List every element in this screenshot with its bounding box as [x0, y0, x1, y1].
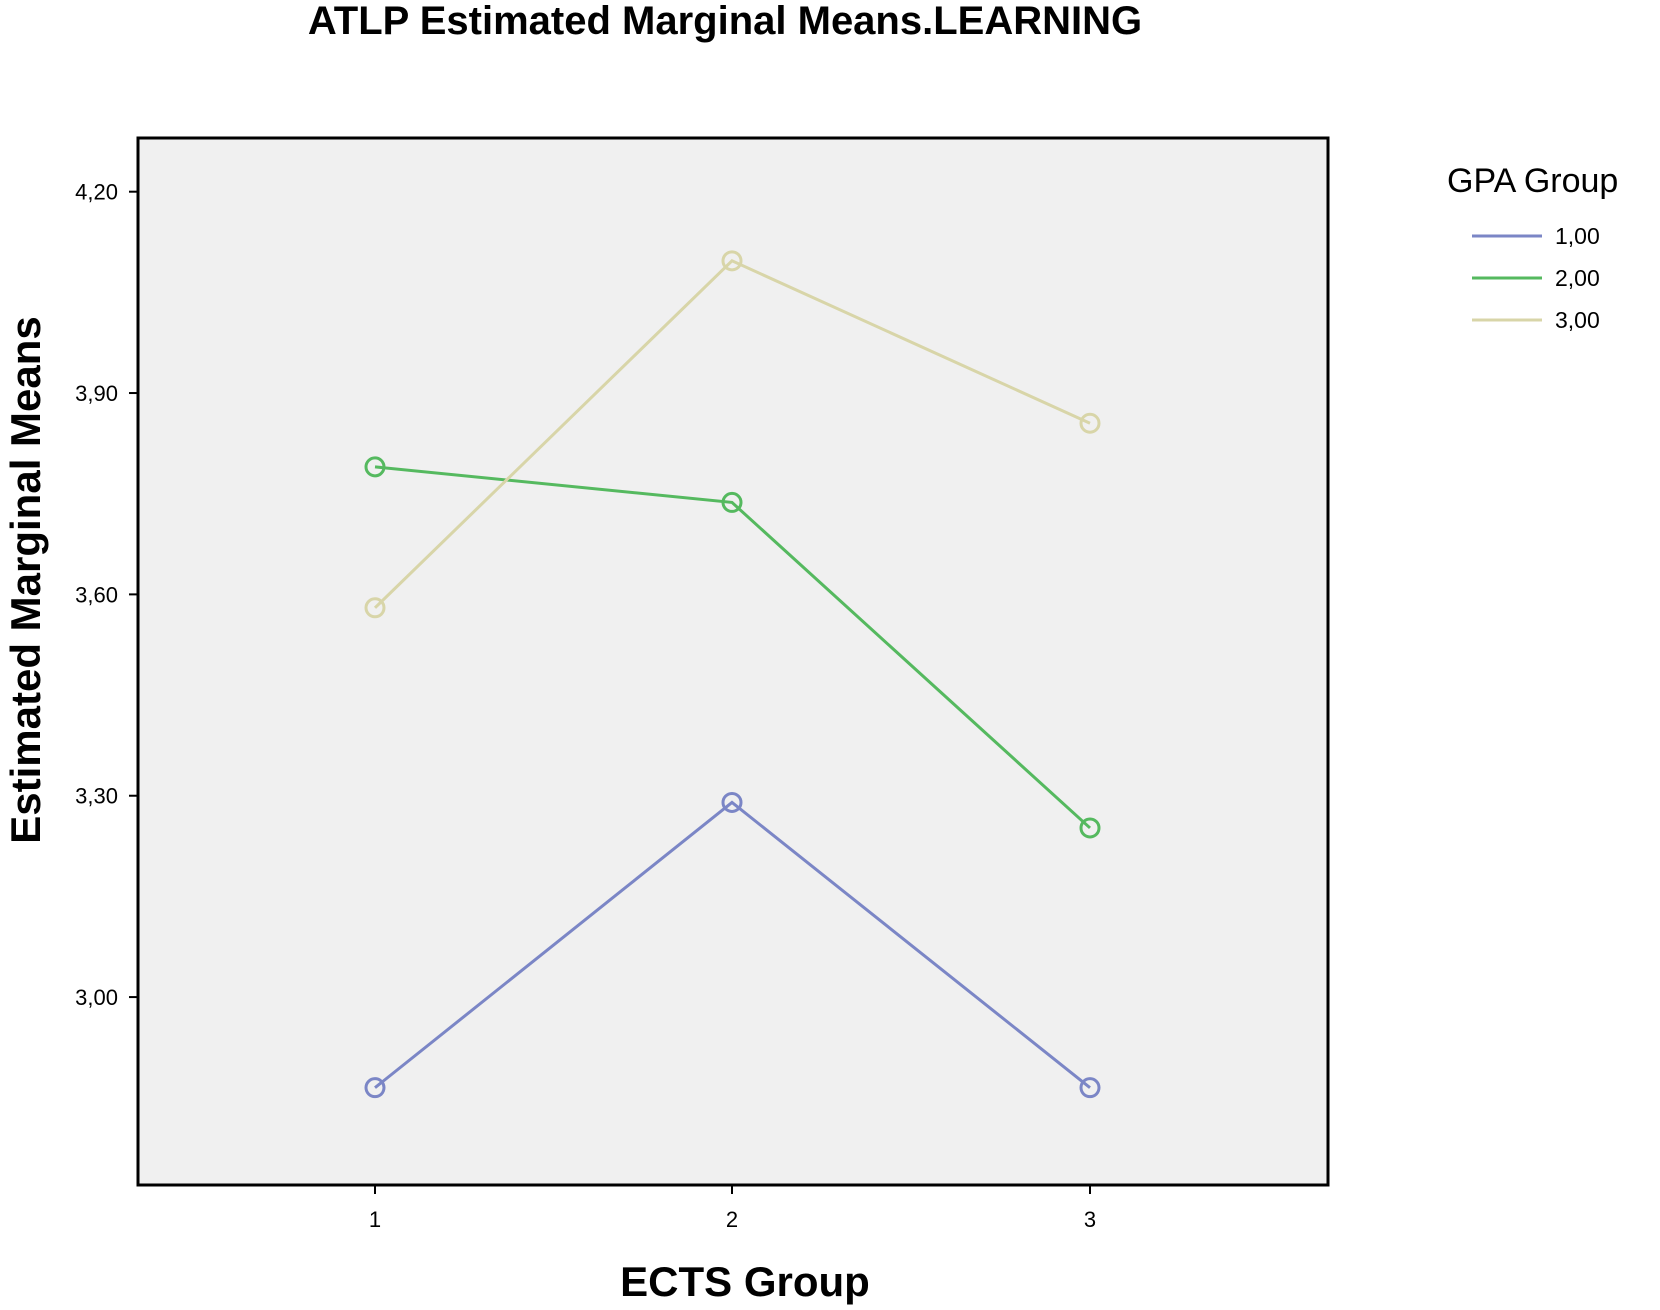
plot-area — [136, 136, 1330, 1187]
y-tick-label-2: 3,60 — [75, 582, 118, 607]
series-3 — [364, 250, 1101, 619]
series-2 — [364, 456, 1101, 839]
series-3-point-3 — [1079, 412, 1101, 434]
x-axis-title: ECTS Group — [620, 1258, 870, 1305]
x-tick-label-0: 1 — [369, 1207, 381, 1232]
series-2-line — [374, 465, 1092, 830]
series-2-point-2 — [721, 491, 743, 513]
y-tick-label-0: 3,00 — [75, 985, 118, 1010]
y-tick-label-4: 4,20 — [75, 180, 118, 205]
legend-title: GPA Group — [1447, 162, 1618, 200]
x-axis: 1 2 3 — [369, 1185, 1096, 1232]
legend-label-1: 1,00 — [1555, 223, 1600, 249]
series-1-point-1 — [364, 1077, 386, 1099]
x-tick-label-2: 3 — [1084, 1207, 1096, 1232]
series-1 — [364, 791, 1101, 1099]
series-layer — [364, 250, 1101, 1099]
chart-title: ATLP Estimated Marginal Means.LEARNING — [308, 0, 1142, 43]
x-tick-label-1: 2 — [726, 1207, 738, 1232]
series-2-point-3 — [1079, 817, 1101, 839]
series-3-point-1 — [364, 597, 386, 619]
series-1-line — [374, 800, 1091, 1089]
series-1-point-2 — [721, 791, 743, 813]
series-3-line — [373, 259, 1091, 609]
y-axis-title: Estimated Marginal Means — [2, 316, 49, 843]
legend-label-3: 3,00 — [1555, 307, 1600, 333]
series-2-point-1 — [364, 456, 386, 478]
y-axis: 3,00 3,30 3,60 3,90 4,20 — [75, 180, 138, 1010]
series-1-point-3 — [1079, 1077, 1101, 1099]
series-3-point-2 — [721, 250, 743, 272]
y-tick-label-3: 3,90 — [75, 381, 118, 406]
y-tick-label-1: 3,30 — [75, 784, 118, 809]
legend-label-2: 2,00 — [1555, 265, 1600, 291]
legend: GPA Group 1,00 2,00 3,00 — [1447, 162, 1618, 333]
